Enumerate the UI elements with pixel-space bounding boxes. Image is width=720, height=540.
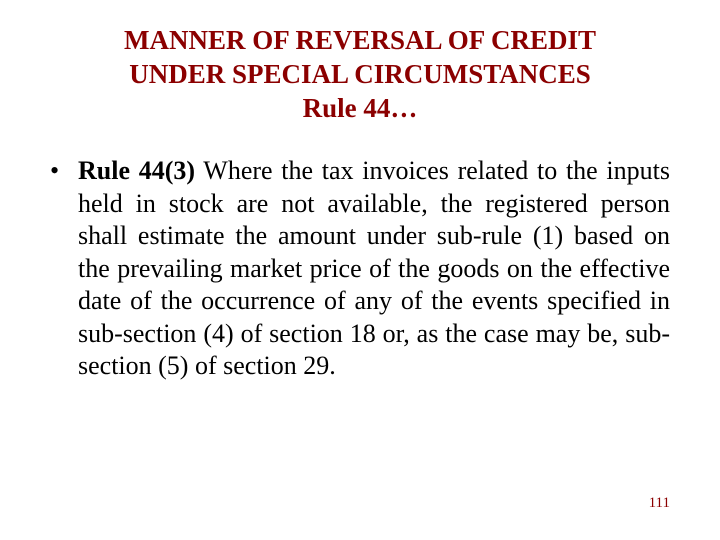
bullet-marker: •	[50, 155, 78, 188]
slide-title: MANNER OF REVERSAL OF CREDIT UNDER SPECI…	[80, 24, 640, 125]
title-line-1: MANNER OF REVERSAL OF CREDIT	[80, 24, 640, 58]
rule-label: Rule 44(3)	[78, 156, 195, 185]
body-content: Rule 44(3) Where the tax invoices relate…	[78, 155, 670, 383]
page-number: 111	[649, 495, 670, 512]
title-line-3: Rule 44…	[80, 92, 640, 126]
title-line-2: UNDER SPECIAL CIRCUMSTANCES	[80, 58, 640, 92]
rule-text: Where the tax invoices related to the in…	[78, 156, 670, 380]
body-paragraph: • Rule 44(3) Where the tax invoices rela…	[78, 155, 670, 383]
